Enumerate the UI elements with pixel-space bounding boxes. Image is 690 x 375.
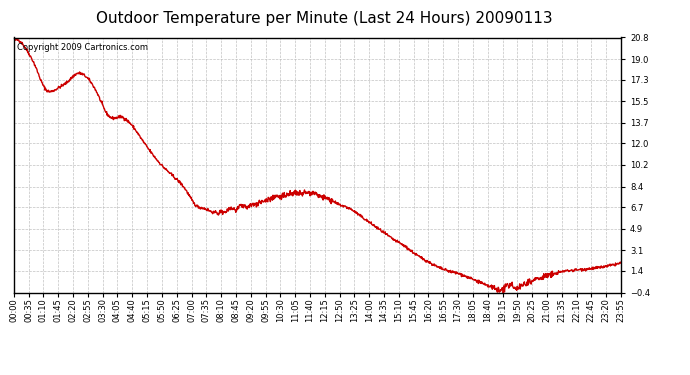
Text: Outdoor Temperature per Minute (Last 24 Hours) 20090113: Outdoor Temperature per Minute (Last 24 … (96, 11, 553, 26)
Text: Copyright 2009 Cartronics.com: Copyright 2009 Cartronics.com (17, 43, 148, 52)
